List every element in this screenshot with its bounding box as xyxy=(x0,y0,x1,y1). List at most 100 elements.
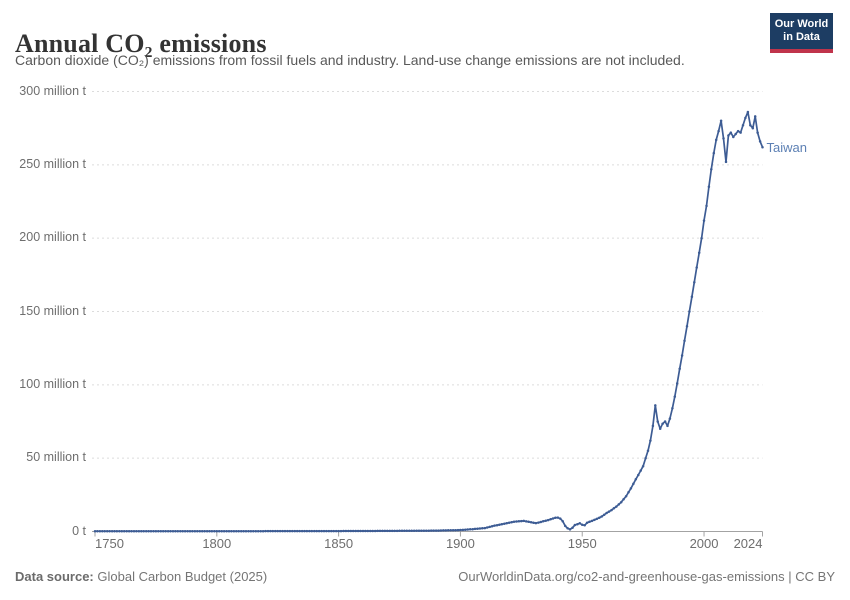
data-point[interactable] xyxy=(468,528,472,531)
data-point[interactable] xyxy=(705,204,708,208)
data-point[interactable] xyxy=(498,523,501,526)
data-point[interactable] xyxy=(761,145,764,149)
data-point[interactable] xyxy=(354,529,357,533)
data-point[interactable] xyxy=(624,495,628,498)
data-point[interactable] xyxy=(286,529,289,533)
data-point[interactable] xyxy=(415,529,418,532)
data-point[interactable] xyxy=(125,529,128,533)
data-point[interactable] xyxy=(529,521,533,524)
data-point[interactable] xyxy=(585,521,589,524)
data-point[interactable] xyxy=(539,520,543,524)
data-point[interactable] xyxy=(110,529,114,533)
data-point[interactable] xyxy=(308,529,311,533)
data-point[interactable] xyxy=(478,527,482,530)
data-point[interactable] xyxy=(203,529,206,533)
data-point[interactable] xyxy=(281,529,284,533)
data-point[interactable] xyxy=(661,422,664,425)
data-point[interactable] xyxy=(164,529,167,533)
data-point[interactable] xyxy=(337,529,340,533)
data-point[interactable] xyxy=(568,528,572,531)
data-point[interactable] xyxy=(503,522,506,525)
data-point[interactable] xyxy=(113,529,116,533)
data-point[interactable] xyxy=(454,528,457,532)
data-point[interactable] xyxy=(722,137,725,140)
data-point[interactable] xyxy=(276,529,279,533)
data-point[interactable] xyxy=(732,135,735,139)
data-point[interactable] xyxy=(349,529,353,533)
data-point[interactable] xyxy=(702,219,706,222)
data-point[interactable] xyxy=(412,529,416,533)
data-point[interactable] xyxy=(342,529,345,533)
data-point[interactable] xyxy=(179,529,182,533)
data-point[interactable] xyxy=(264,529,267,533)
data-point[interactable] xyxy=(252,529,255,533)
data-point[interactable] xyxy=(215,529,219,533)
data-point[interactable] xyxy=(144,529,148,533)
data-point[interactable] xyxy=(369,529,372,533)
data-point[interactable] xyxy=(181,529,184,533)
data-point[interactable] xyxy=(122,529,126,533)
data-point[interactable] xyxy=(593,518,596,522)
data-point[interactable] xyxy=(293,529,297,533)
data-point[interactable] xyxy=(132,529,136,533)
data-point[interactable] xyxy=(456,528,460,532)
data-point[interactable] xyxy=(515,520,518,523)
data-point[interactable] xyxy=(244,529,248,533)
data-point[interactable] xyxy=(366,529,370,533)
data-point[interactable] xyxy=(607,510,611,513)
data-point[interactable] xyxy=(271,529,275,533)
data-point[interactable] xyxy=(159,529,163,533)
data-point[interactable] xyxy=(298,529,301,533)
data-point[interactable] xyxy=(697,251,701,255)
data-point[interactable] xyxy=(361,529,365,533)
data-point[interactable] xyxy=(444,529,448,532)
data-point[interactable] xyxy=(734,132,737,136)
data-point[interactable] xyxy=(154,529,158,533)
data-point[interactable] xyxy=(578,522,582,525)
data-point[interactable] xyxy=(612,507,616,510)
data-point[interactable] xyxy=(451,528,455,532)
data-point[interactable] xyxy=(602,513,606,517)
data-point[interactable] xyxy=(544,519,547,522)
data-point[interactable] xyxy=(490,525,494,528)
data-point[interactable] xyxy=(751,126,755,130)
data-point[interactable] xyxy=(517,520,521,523)
data-point[interactable] xyxy=(459,528,462,532)
data-point[interactable] xyxy=(439,529,443,532)
owid-logo[interactable]: Our World in Data xyxy=(770,13,833,53)
data-point[interactable] xyxy=(232,529,236,533)
data-point[interactable] xyxy=(183,529,187,533)
data-point[interactable] xyxy=(522,519,526,523)
data-point[interactable] xyxy=(434,529,438,532)
data-point[interactable] xyxy=(213,529,216,533)
data-point[interactable] xyxy=(736,129,740,133)
data-point[interactable] xyxy=(634,478,638,481)
data-point[interactable] xyxy=(600,515,603,518)
data-point[interactable] xyxy=(520,519,523,523)
data-point[interactable] xyxy=(330,529,333,533)
data-point[interactable] xyxy=(147,529,150,533)
data-point[interactable] xyxy=(688,310,691,313)
data-point[interactable] xyxy=(115,529,119,533)
data-point[interactable] xyxy=(266,529,270,533)
data-point[interactable] xyxy=(727,134,730,137)
data-point[interactable] xyxy=(259,529,262,533)
data-point[interactable] xyxy=(261,529,265,533)
data-point[interactable] xyxy=(193,529,197,533)
data-point[interactable] xyxy=(105,529,109,533)
data-point[interactable] xyxy=(256,529,260,533)
data-point[interactable] xyxy=(556,516,560,519)
data-point[interactable] xyxy=(254,529,258,533)
data-point[interactable] xyxy=(649,439,652,442)
data-point[interactable] xyxy=(554,516,557,519)
data-point[interactable] xyxy=(96,529,99,533)
data-point[interactable] xyxy=(315,529,318,533)
data-point[interactable] xyxy=(393,529,396,533)
data-point[interactable] xyxy=(220,529,223,533)
data-point[interactable] xyxy=(483,526,487,530)
data-point[interactable] xyxy=(422,529,426,532)
data-point[interactable] xyxy=(420,529,423,532)
data-point[interactable] xyxy=(481,527,484,530)
data-point[interactable] xyxy=(417,529,421,532)
